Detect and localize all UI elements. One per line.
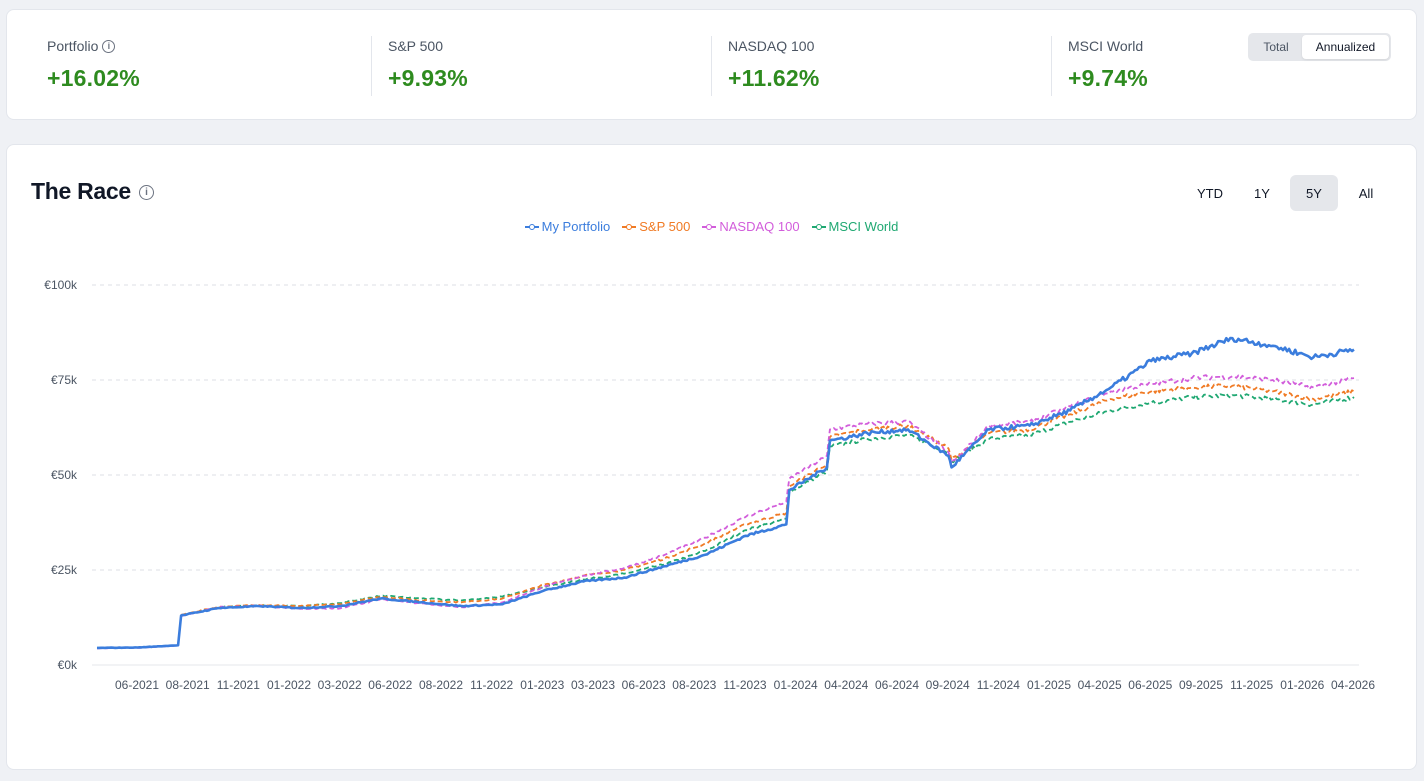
x-tick-label: 11-2023 — [723, 678, 766, 692]
x-tick-label: 01-2022 — [267, 678, 311, 692]
y-tick-label: €75k — [51, 373, 78, 387]
stat-label-sp500: S&P 500 — [388, 38, 444, 54]
legend-marker-icon — [622, 223, 637, 231]
x-tick-label: 08-2023 — [672, 678, 716, 692]
x-tick-label: 08-2022 — [419, 678, 463, 692]
divider — [1051, 36, 1052, 96]
range-all-button[interactable]: All — [1358, 185, 1374, 201]
chart-legend: My Portfolio S&P 500 NASDAQ 100 MSCI Wor… — [7, 219, 1416, 234]
stat-value-sp500: +9.93% — [388, 65, 468, 91]
stat-value-msci: +9.74% — [1068, 65, 1148, 91]
x-tick-label: 08-2021 — [166, 678, 210, 692]
annualized-toggle-button[interactable]: Annualized — [1302, 35, 1389, 59]
legend-label: S&P 500 — [639, 219, 691, 234]
x-tick-label: 03-2022 — [318, 678, 362, 692]
legend-item-portfolio[interactable]: My Portfolio — [524, 219, 611, 234]
x-tick-label: 01-2026 — [1280, 678, 1324, 692]
x-tick-label: 01-2024 — [774, 678, 818, 692]
legend-label: NASDAQ 100 — [719, 219, 800, 234]
y-tick-label: €25k — [51, 563, 78, 577]
series-line-s-p-500[interactable] — [96, 383, 1355, 649]
series-line-my-portfolio[interactable] — [97, 336, 1355, 650]
x-tick-label: 09-2025 — [1179, 678, 1223, 692]
legend-item-nasdaq[interactable]: NASDAQ 100 — [702, 219, 800, 234]
x-tick-label: 11-2021 — [217, 678, 260, 692]
legend-marker-icon — [811, 223, 826, 231]
series-line-nasdaq-100[interactable] — [97, 374, 1355, 650]
y-tick-label: €50k — [51, 468, 78, 482]
total-toggle-button[interactable]: Total — [1263, 40, 1289, 54]
range-5y-button[interactable]: 5Y — [1290, 175, 1338, 211]
range-selector: YTD 1Y 5Y All — [1186, 175, 1390, 211]
stat-label-portfolio: Portfolio — [47, 38, 99, 54]
divider — [371, 36, 372, 96]
legend-item-msci[interactable]: MSCI World — [811, 219, 899, 234]
race-title: The Race — [31, 178, 131, 204]
legend-item-sp500[interactable]: S&P 500 — [622, 219, 690, 234]
x-tick-label: 06-2021 — [115, 678, 159, 692]
stat-value-portfolio: +16.02% — [47, 65, 140, 91]
info-icon[interactable]: i — [102, 39, 116, 53]
x-tick-label: 01-2023 — [520, 678, 564, 692]
stat-label-msci: MSCI World — [1068, 38, 1144, 54]
x-tick-label: 04-2026 — [1331, 678, 1375, 692]
stat-label-nasdaq: NASDAQ 100 — [728, 38, 815, 54]
x-tick-label: 03-2023 — [571, 678, 615, 692]
y-tick-label: €0k — [58, 658, 78, 672]
range-ytd-button[interactable]: YTD — [1197, 185, 1223, 201]
return-mode-toggle: Total Annualized — [1248, 33, 1391, 61]
x-tick-label: 11-2022 — [470, 678, 513, 692]
y-tick-label: €100k — [44, 278, 78, 292]
race-chart-card: The Race i YTD 1Y 5Y All My Portfolio S&… — [6, 144, 1417, 770]
legend-label: My Portfolio — [541, 219, 611, 234]
x-tick-label: 06-2022 — [368, 678, 412, 692]
divider — [711, 36, 712, 96]
x-tick-label: 04-2024 — [824, 678, 868, 692]
x-tick-label: 11-2024 — [977, 678, 1020, 692]
x-tick-label: 06-2023 — [622, 678, 666, 692]
stat-value-nasdaq: +11.62% — [728, 65, 820, 91]
x-tick-label: 01-2025 — [1027, 678, 1071, 692]
series-line-msci-world[interactable] — [96, 392, 1355, 649]
benchmark-summary-card: Portfolio i +16.02% S&P 500 +9.93% NASDA… — [6, 9, 1417, 120]
x-tick-label: 04-2025 — [1078, 678, 1122, 692]
legend-marker-icon — [702, 223, 717, 231]
legend-marker-icon — [524, 223, 539, 231]
legend-label: MSCI World — [828, 219, 899, 234]
range-1y-button[interactable]: 1Y — [1254, 185, 1270, 201]
x-tick-label: 11-2025 — [1230, 678, 1273, 692]
race-line-chart[interactable]: €0k €25k €50k €75k €100k 06-2021 08-2021 11-202… — [7, 145, 1418, 771]
x-tick-label: 06-2024 — [875, 678, 919, 692]
x-tick-label: 06-2025 — [1128, 678, 1172, 692]
info-icon[interactable]: i — [138, 185, 154, 200]
x-tick-label: 09-2024 — [926, 678, 970, 692]
